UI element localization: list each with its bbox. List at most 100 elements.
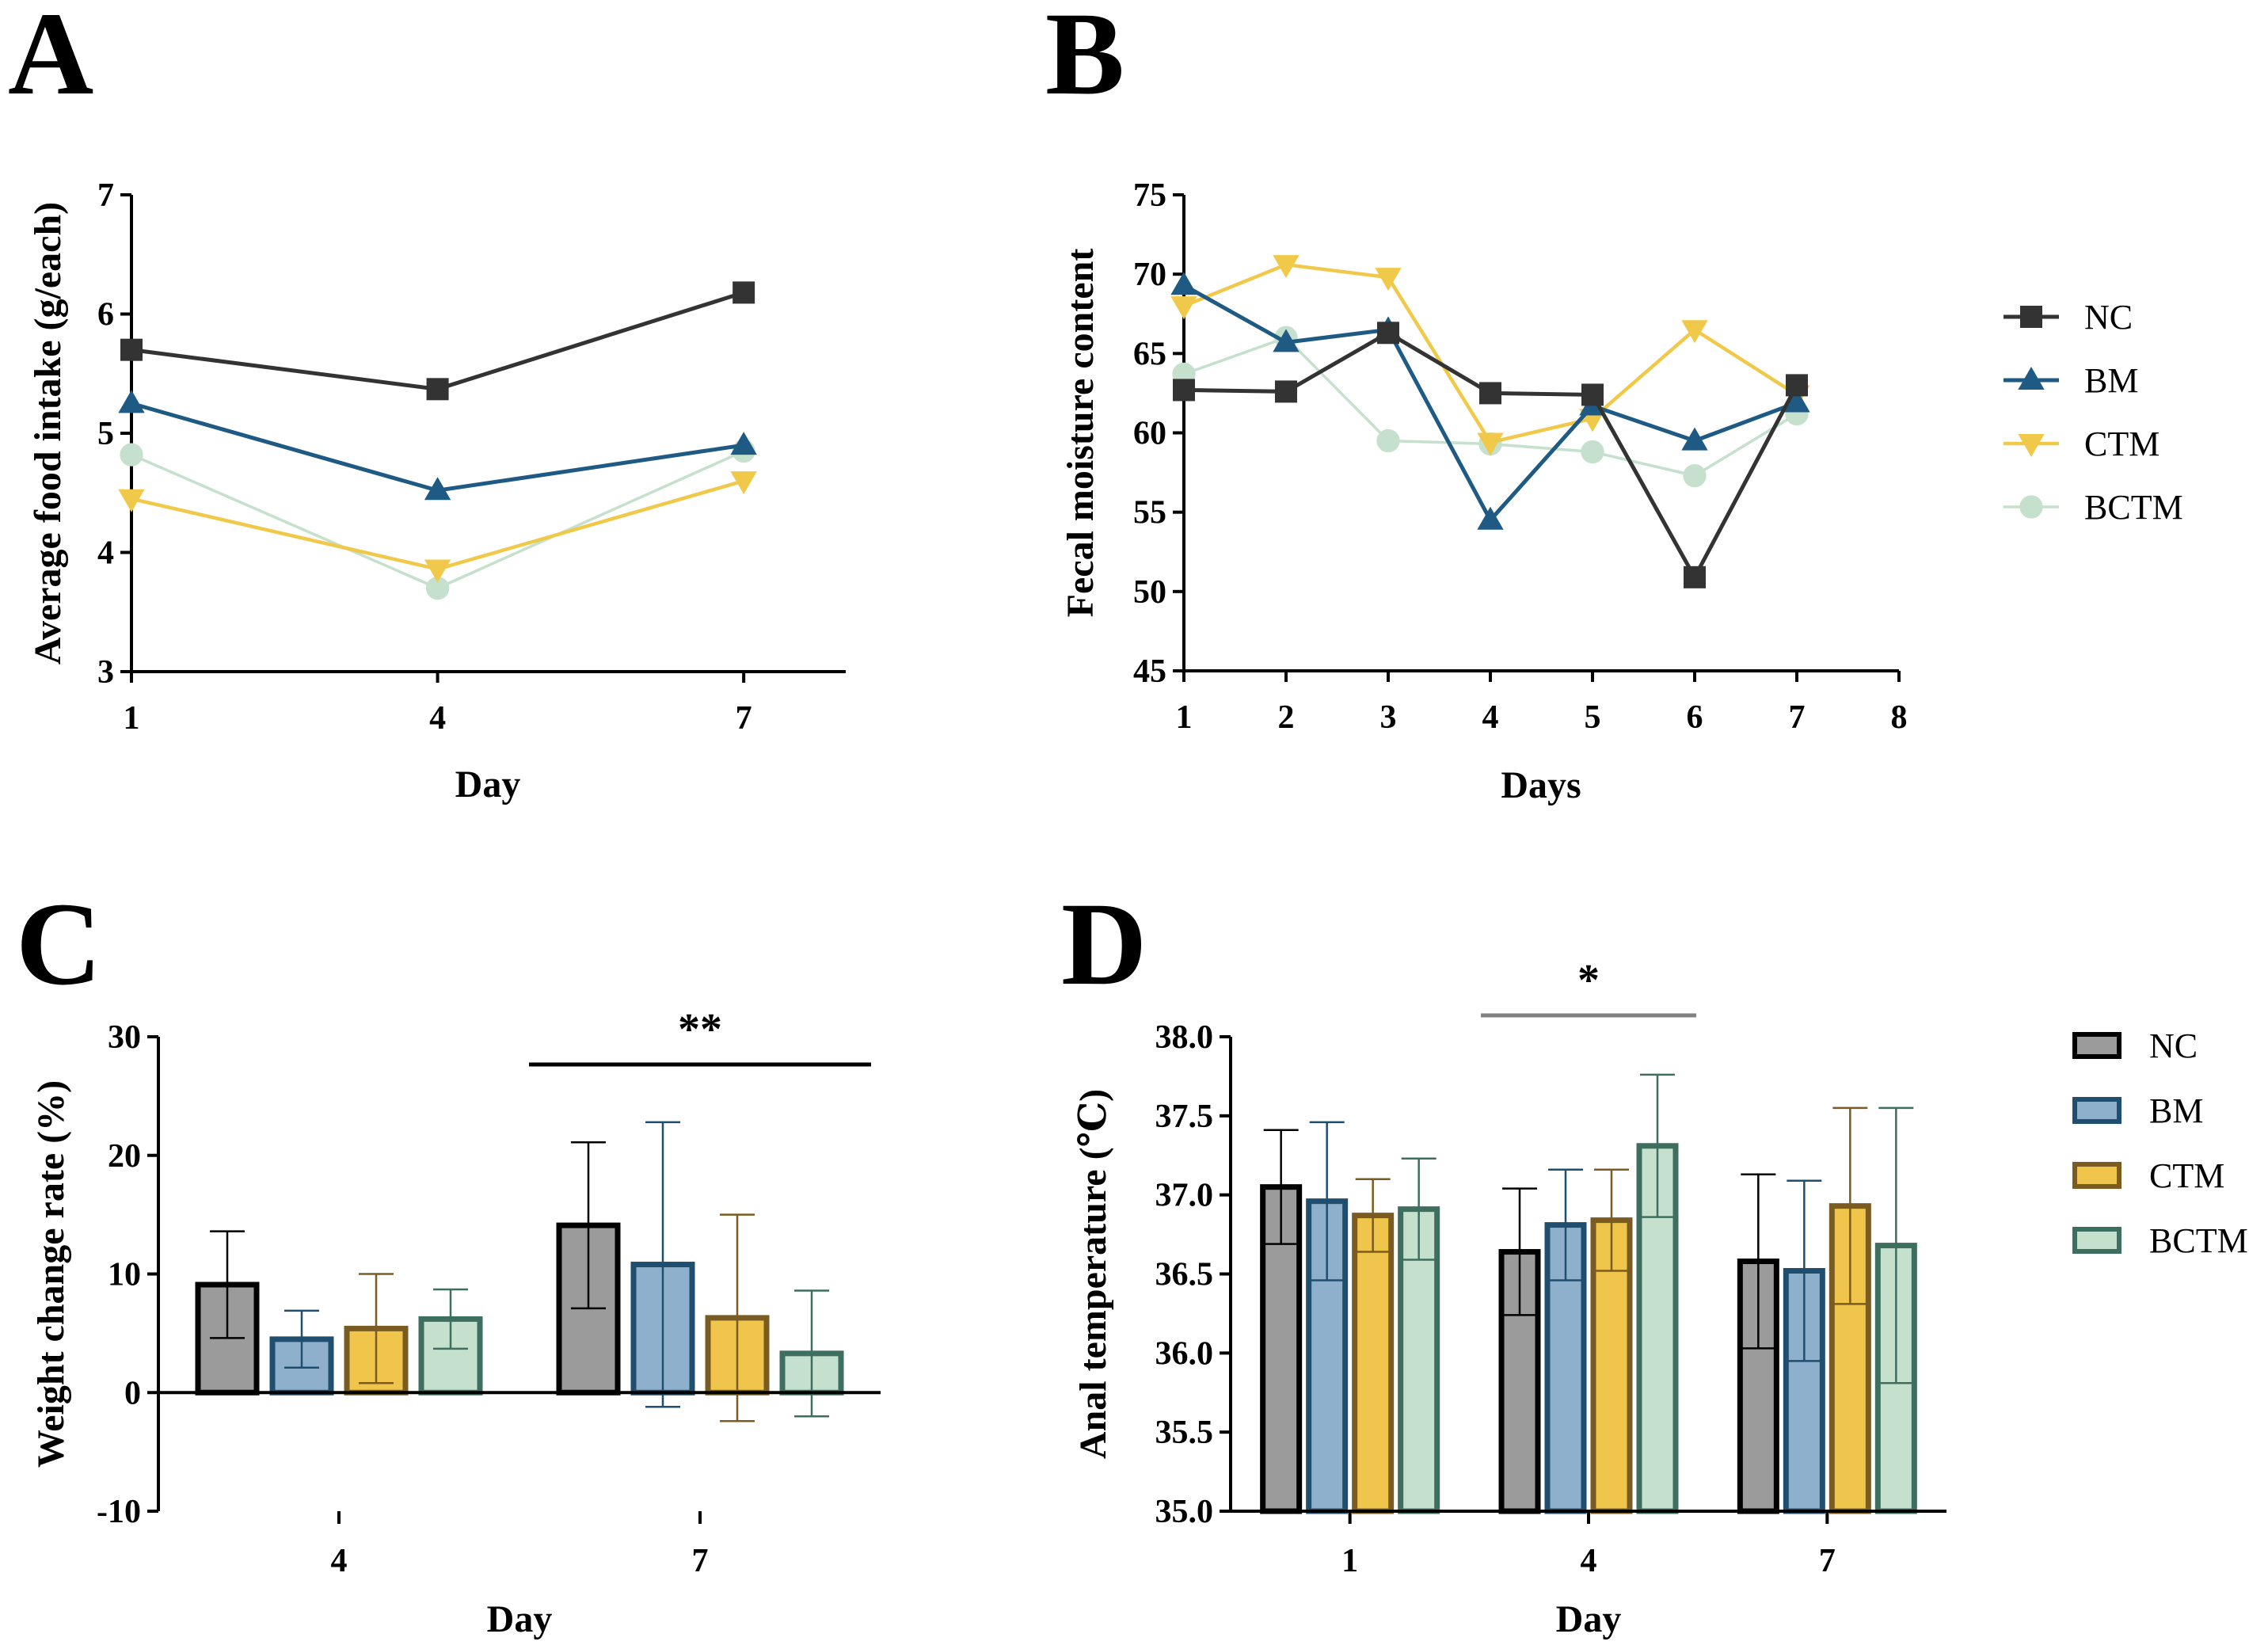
x-tick-label: 7 (736, 700, 752, 737)
y-axis-title: Average food intake (g/each) (27, 202, 69, 665)
data-point-ctm (1681, 320, 1708, 344)
significance-label: ** (678, 1005, 722, 1054)
data-point-ctm (424, 559, 451, 583)
data-point-nc (1479, 382, 1501, 405)
x-tick-label: 2 (1278, 699, 1295, 736)
series-line-nc (131, 291, 744, 391)
y-tick-label: 45 (1133, 653, 1166, 690)
data-point-nc (1275, 380, 1297, 403)
error-bar-nc (1741, 1173, 1776, 1350)
legend-marker (2019, 495, 2043, 519)
legend-label: NC (2084, 298, 2133, 337)
bar-group-day-7 (556, 1121, 844, 1422)
data-point-bctm (1376, 428, 1400, 453)
panel-a-food-intake-chart: A 3 4 5 6 7 1 4 7 Day Average food intake (g/each) (8, 0, 846, 805)
y-axis-title: Weight change rate (%) (30, 1080, 72, 1468)
legend-item-bctm: BCTM (2072, 1221, 2248, 1260)
data-point-nc (1173, 379, 1195, 402)
y-tick-label: 6 (97, 297, 114, 333)
legend-marker (2018, 433, 2045, 457)
x-tick-label: 4 (429, 700, 446, 737)
legend-item-ctm: CTM (2004, 425, 2160, 463)
error-bar-nc (571, 1141, 606, 1310)
data-point-ctm (118, 489, 145, 512)
data-point-bm (1170, 272, 1197, 295)
error-bar-bctm (794, 1289, 829, 1418)
data-point-bctm (1683, 463, 1707, 488)
y-tick-label: 35.0 (1155, 1494, 1214, 1530)
error-bar-bm (1548, 1168, 1583, 1281)
bar-group-day-4 (1498, 1073, 1679, 1514)
x-tick-label: 4 (331, 1543, 348, 1579)
data-point-ctm (1273, 255, 1300, 279)
data-point-bm (1477, 506, 1504, 530)
x-tick-label: 1 (1341, 1543, 1358, 1579)
legend-marker (2020, 306, 2042, 328)
x-axis-title: Day (487, 1598, 553, 1640)
x-tick-label: 4 (1581, 1543, 1597, 1579)
x-tick-label: 7 (1819, 1543, 1836, 1579)
legend-item-bctm: BCTM (2004, 488, 2183, 527)
series-ctm (118, 471, 757, 583)
y-tick-label: 37.5 (1155, 1099, 1214, 1135)
series-nc (1173, 322, 1808, 588)
error-bar-bctm (433, 1288, 468, 1350)
series-line-ctm (1183, 262, 1798, 445)
error-bar-bm (284, 1309, 319, 1369)
y-tick-label: 0 (124, 1375, 141, 1411)
y-tick-label: 30 (108, 1019, 141, 1056)
error-bar-ctm (1355, 1178, 1391, 1253)
x-tick-label: 3 (1380, 699, 1397, 736)
y-tick-label: 7 (97, 177, 114, 214)
legend-label: CTM (2084, 425, 2160, 463)
error-bar-bctm (1640, 1073, 1675, 1218)
bar-group-day-4 (195, 1230, 483, 1396)
legend-swatch (2072, 1162, 2121, 1189)
panel-label: C (16, 878, 101, 1010)
panel-b-legend: NC BM CTM BCTM (2004, 298, 2183, 527)
panel-c-weight-change-chart: C -10 0 10 20 30 4 7 Day Weight change rate (%) ** (16, 878, 881, 1640)
error-bar-ctm (1832, 1106, 1868, 1305)
x-axis-title: Days (1501, 764, 1581, 806)
y-tick-label: 36.0 (1155, 1335, 1214, 1372)
panel-label: B (1045, 0, 1124, 120)
y-tick-label: 20 (108, 1138, 141, 1175)
error-bar-nc (1263, 1129, 1299, 1245)
series-bm (1170, 272, 1810, 530)
error-bar-bctm (1401, 1157, 1437, 1261)
y-tick-label: 65 (1133, 336, 1166, 372)
legend-swatch (2072, 1227, 2121, 1254)
legend-item-bm: BM (2004, 361, 2138, 400)
data-point-bm (730, 432, 757, 455)
error-bar-nc (210, 1230, 245, 1339)
y-tick-label: 35.5 (1155, 1415, 1214, 1451)
legend-item-nc: NC (2072, 1026, 2198, 1065)
y-tick-label: 10 (108, 1257, 141, 1293)
y-axis-title: Fecal moisture content (1060, 249, 1102, 618)
x-tick-label: 8 (1891, 699, 1908, 736)
data-point-bctm (1581, 440, 1604, 464)
panel-label: A (8, 0, 93, 120)
legend-item-nc: NC (2004, 298, 2133, 337)
significance-marker: ** (529, 1005, 871, 1067)
error-bar-ctm (1594, 1168, 1629, 1272)
error-bar-ctm (359, 1273, 394, 1384)
error-bar-nc (1502, 1187, 1537, 1316)
data-point-nc (1581, 383, 1604, 406)
y-tick-label: -10 (97, 1494, 141, 1530)
bar-ctm (1352, 1213, 1395, 1514)
legend-swatch (2072, 1032, 2121, 1059)
data-point-ctm (1477, 432, 1504, 456)
legend-label: BCTM (2084, 488, 2183, 527)
y-tick-label: 70 (1133, 257, 1166, 293)
data-point-bm (1273, 329, 1300, 352)
series-ctm (1170, 255, 1810, 456)
data-point-bm (424, 477, 451, 501)
error-bar-bm (1309, 1121, 1345, 1281)
legend-marker (2018, 367, 2045, 390)
legend-label: NC (2149, 1026, 2198, 1065)
y-tick-label: 50 (1133, 574, 1166, 611)
legend-item-ctm: CTM (2072, 1156, 2224, 1195)
